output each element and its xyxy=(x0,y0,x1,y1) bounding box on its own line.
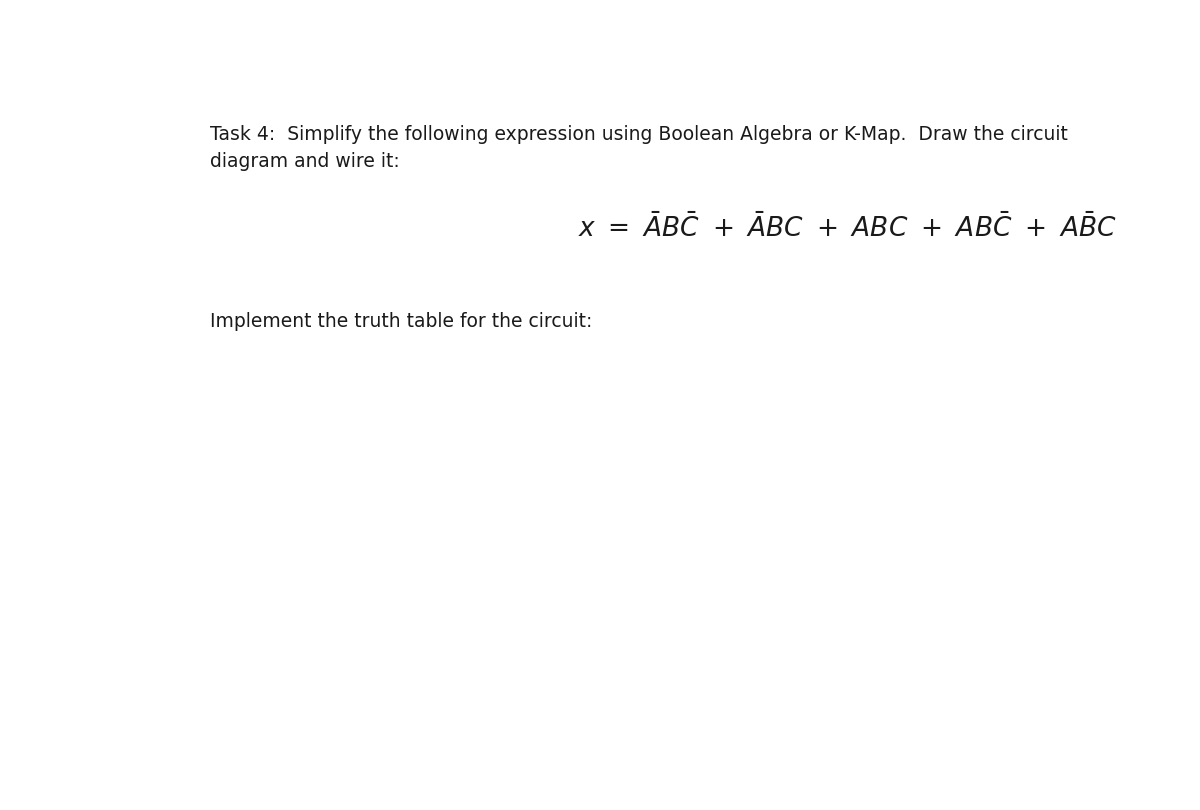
Text: $\mathit{x}\ =\ \mathit{\bar{A}B\bar{C}}\ +\ \mathit{\bar{A}BC}\ +\ \mathit{ABC}: $\mathit{x}\ =\ \mathit{\bar{A}B\bar{C}}… xyxy=(578,214,1116,243)
Text: Task 4:  Simplify the following expression using Boolean Algebra or K-Map.  Draw: Task 4: Simplify the following expressio… xyxy=(210,126,1068,171)
Text: Implement the truth table for the circuit:: Implement the truth table for the circui… xyxy=(210,313,593,331)
